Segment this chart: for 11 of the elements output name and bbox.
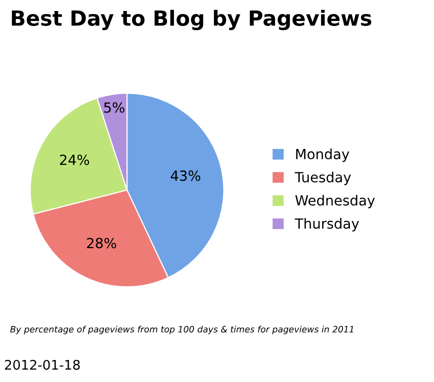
legend-label: Monday: [296, 148, 350, 162]
legend-label: Tuesday: [294, 172, 351, 186]
legend-label: Thursday: [294, 218, 359, 232]
legend-label: Wednesday: [295, 194, 375, 208]
text: 2012-01-18: [4, 360, 80, 370]
text: By percentage of pageviews from top 100 days & times for pageviews in 2011: [10, 326, 354, 334]
chart-title: Best Day to Blog by Pageviews: [12, 10, 372, 30]
data-label: 28%: [87, 238, 116, 248]
data-label: 24%: [60, 154, 90, 166]
data-label: 5%: [104, 102, 124, 113]
data-label: 43%: [170, 170, 200, 181]
